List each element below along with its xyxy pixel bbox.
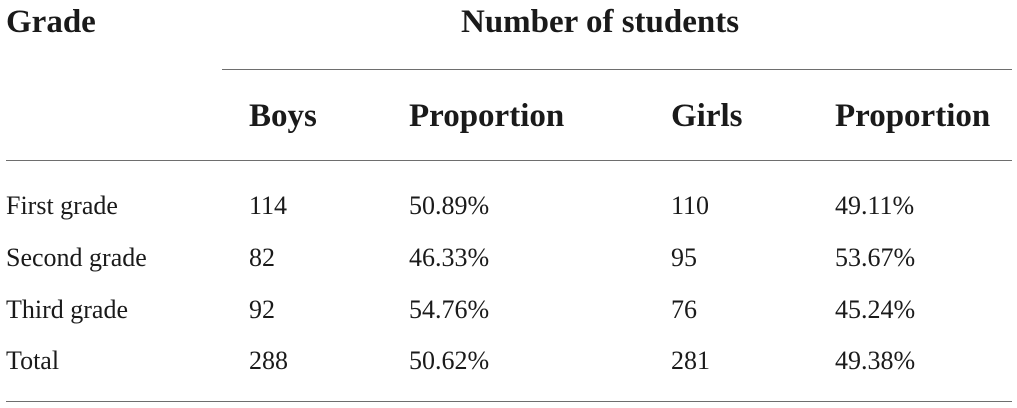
row-grade: Third grade: [6, 295, 129, 324]
row-girls: 281: [671, 346, 710, 375]
row-girls-proportion: 49.38%: [835, 346, 916, 375]
header-boys-proportion: Proportion: [409, 98, 565, 134]
row-girls-proportion: 53.67%: [835, 243, 916, 272]
row-girls: 95: [671, 243, 697, 272]
row-boys: 114: [249, 191, 288, 220]
row-boys: 92: [249, 295, 275, 324]
row-boys: 288: [249, 346, 288, 375]
row-girls: 110: [671, 191, 710, 220]
row-boys-proportion: 50.62%: [409, 346, 490, 375]
row-grade: First grade: [6, 191, 118, 220]
row-girls: 76: [671, 295, 697, 324]
row-girls-proportion: 45.24%: [835, 295, 916, 324]
header-bottom-rule: [6, 160, 1012, 161]
row-boys-proportion: 46.33%: [409, 243, 490, 272]
group-header-rule: [222, 69, 1012, 70]
row-girls-proportion: 49.11%: [835, 191, 915, 220]
header-grade: Grade: [6, 4, 96, 40]
row-grade: Second grade: [6, 243, 147, 272]
row-boys-proportion: 50.89%: [409, 191, 490, 220]
table-bottom-rule: [6, 401, 1012, 402]
row-grade: Total: [6, 346, 60, 375]
header-girls-proportion: Proportion: [835, 98, 991, 134]
row-boys: 82: [249, 243, 275, 272]
header-number-of-students: Number of students: [461, 4, 740, 40]
header-boys: Boys: [249, 98, 317, 134]
header-girls: Girls: [671, 98, 743, 134]
row-boys-proportion: 54.76%: [409, 295, 490, 324]
